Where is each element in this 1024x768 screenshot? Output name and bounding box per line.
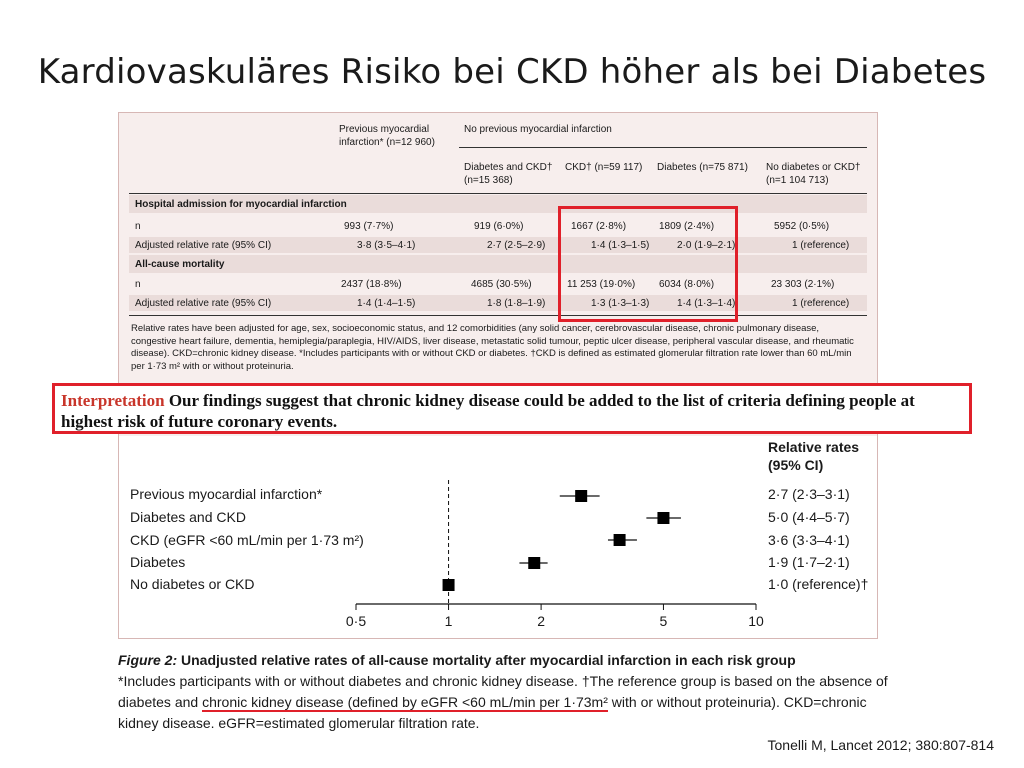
forest-rate-ckd: 3·6 (3·3–4·1) (768, 532, 850, 548)
citation: Tonelli M, Lancet 2012; 380:807-814 (767, 737, 995, 753)
forest-rate-diabetes: 1·9 (1·7–2·1) (768, 554, 850, 570)
x-tick-label-3: 5 (660, 613, 668, 629)
subcol-no-diabetes-ckd: No diabetes or CKD† (n=1 104 713) (766, 162, 861, 186)
col-header-previous-mi: Previous myocardial infarction* (n=12 96… (339, 124, 435, 148)
cell-3-1: 2437 (18·8%) (341, 279, 402, 290)
caption-figure-title: Unadjusted relative rates of all-cause m… (181, 652, 796, 668)
forest-label-previous-mi: Previous myocardial infarction* (130, 486, 323, 502)
cell-4-4: 1·4 (1·3–1·4) (677, 298, 736, 309)
rates-header: Relative rates (95% CI) (768, 439, 860, 473)
row-label-n-2: n (135, 279, 141, 290)
point-estimate-4 (442, 579, 455, 591)
cell-4-3: 1·3 (1·3–1·3) (591, 298, 650, 309)
row-band-1 (129, 237, 867, 253)
point-estimate-3 (528, 557, 541, 569)
caption-text-b: with or without proteinuria). CKD=chroni… (118, 694, 867, 731)
cell-3-2: 4685 (30·5%) (471, 279, 532, 290)
forest-label-no-diabetes-ckd: No diabetes or CKD (130, 576, 255, 592)
row-label-n-1: n (135, 221, 141, 232)
forest-label-diabetes: Diabetes (130, 554, 186, 570)
table-footnote: Relative rates have been adjusted for ag… (131, 323, 854, 372)
cell-3-4: 6034 (8·0%) (659, 279, 715, 290)
point-estimate-0 (575, 490, 588, 502)
interpretation-box: Interpretation Our findings suggest that… (52, 383, 972, 434)
cell-2-1: 3·8 (3·5–4·1) (357, 240, 416, 251)
cell-4-5: 1 (reference) (792, 298, 850, 309)
interpretation-label: Interpretation (61, 391, 165, 410)
col-header-no-previous-mi: No previous myocardial infarction (464, 124, 612, 135)
forest-label-diabetes-ckd: Diabetes and CKD (130, 509, 246, 525)
cell-1-3: 1667 (2·8%) (571, 221, 627, 232)
forest-rate-previous-mi: 2·7 (2·3–3·1) (768, 486, 850, 502)
cell-3-3: 11 253 (19·0%) (567, 279, 636, 290)
cell-2-3: 1·4 (1·3–1·5) (591, 240, 650, 251)
highlight-box-ckd-diabetes (558, 206, 738, 322)
interpretation-text: Our findings suggest that chronic kidney… (61, 391, 915, 431)
row-label-rate-2: Adjusted relative rate (95% CI) (135, 298, 272, 309)
header-rule-bottom (129, 193, 867, 194)
cell-1-5: 5952 (0·5%) (774, 221, 830, 232)
caption-figure-label: Figure 2: (118, 652, 178, 668)
table-bottom-rule (129, 315, 867, 316)
subcol-ckd: CKD† (n=59 117) (565, 162, 643, 173)
subcol-diabetes: Diabetes (n=75 871) (657, 162, 748, 173)
cell-2-2: 2·7 (2·5–2·9) (487, 240, 546, 251)
caption-text-a: *Includes participants with or without d… (118, 673, 888, 710)
figure-caption: Figure 2: Unadjusted relative rates of a… (118, 650, 898, 734)
point-estimate-2 (613, 534, 626, 546)
x-tick-label-0: 0·5 (346, 613, 366, 629)
section-hospital-admission: Hospital admission for myocardial infarc… (135, 199, 347, 210)
forest-plot-panel (118, 436, 878, 639)
cell-2-5: 1 (reference) (792, 240, 850, 251)
forest-rate-diabetes-ckd: 5·0 (4·4–5·7) (768, 509, 850, 525)
x-tick-label-4: 10 (748, 613, 764, 629)
cell-1-4: 1809 (2·4%) (659, 221, 715, 232)
x-tick-label-1: 1 (445, 613, 453, 629)
section-all-cause-mortality: All-cause mortality (135, 259, 225, 270)
x-tick-label-2: 2 (537, 613, 545, 629)
cell-1-2: 919 (6·0%) (474, 221, 524, 232)
forest-rate-no-diabetes-ckd: 1·0 (reference)† (768, 576, 869, 592)
cell-4-2: 1·8 (1·8–1·9) (487, 298, 546, 309)
header-rule-top (459, 147, 867, 148)
subcol-diabetes-ckd: Diabetes and CKD† (n=15 368) (464, 162, 553, 186)
cell-4-1: 1·4 (1·4–1·5) (357, 298, 416, 309)
cell-3-5: 23 303 (2·1%) (771, 279, 835, 290)
caption-underlined-ckd-definition: chronic kidney disease (defined by eGFR … (202, 694, 608, 712)
point-estimate-1 (657, 512, 670, 524)
row-label-rate-1: Adjusted relative rate (95% CI) (135, 240, 272, 251)
section-band-2 (129, 255, 867, 273)
row-band-2 (129, 295, 867, 311)
cell-1-1: 993 (7·7%) (344, 221, 394, 232)
cell-2-4: 2·0 (1·9–2·1) (677, 240, 736, 251)
slide-title: Kardiovaskuläres Risiko bei CKD höher al… (37, 52, 987, 92)
forest-label-ckd: CKD (eGFR <60 mL/min per 1·73 m²) (130, 532, 364, 548)
